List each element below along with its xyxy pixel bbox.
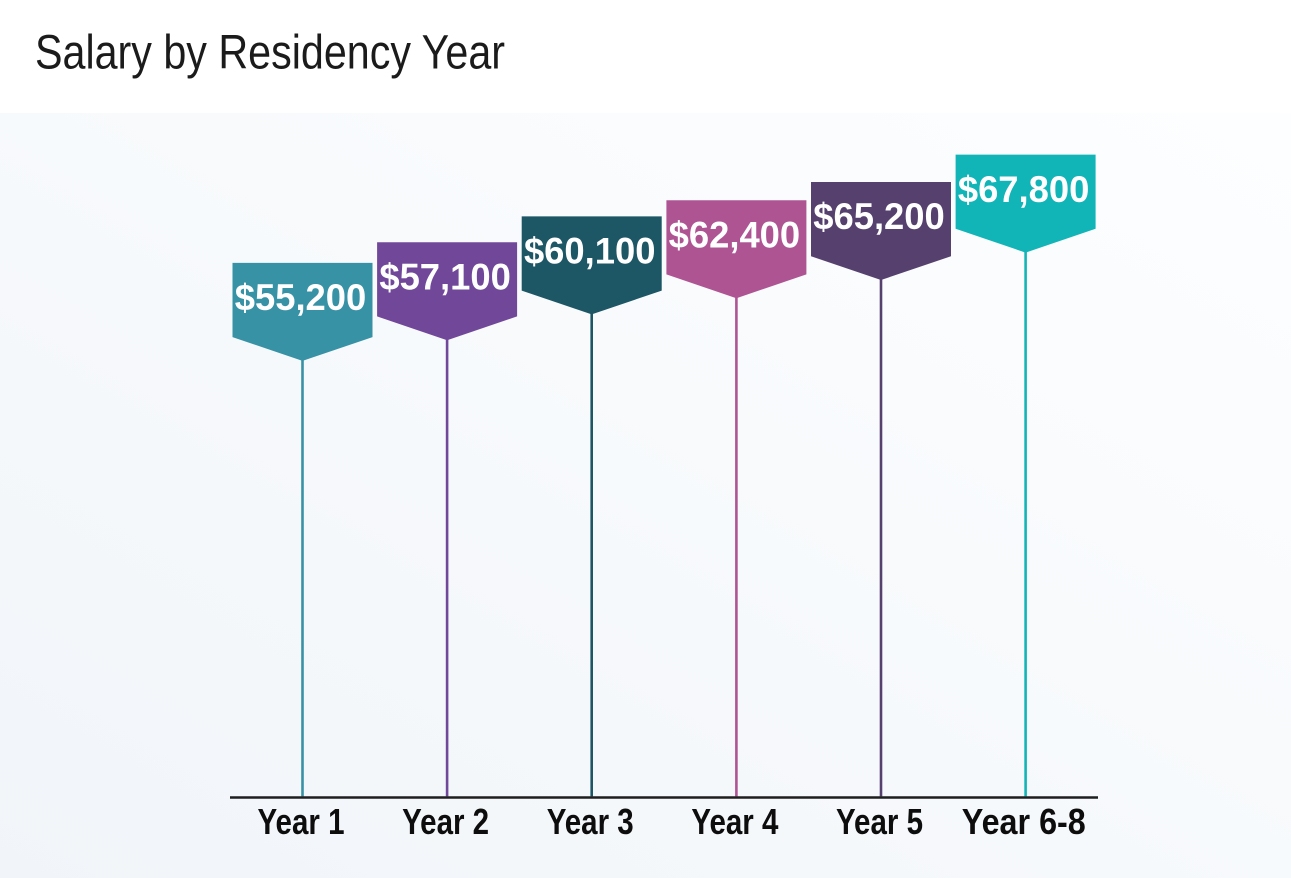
svg-text:Year 3: Year 3 [547,801,634,842]
svg-text:Year 6-8: Year 6-8 [962,801,1086,842]
svg-text:Year 5: Year 5 [836,801,923,842]
svg-text:Year 4: Year 4 [691,801,778,842]
svg-text:$60,100: $60,100 [524,230,656,272]
svg-text:$62,400: $62,400 [669,213,801,255]
svg-text:Year 1: Year 1 [258,801,345,842]
svg-text:Year 2: Year 2 [402,801,489,842]
svg-text:$67,800: $67,800 [958,168,1090,210]
svg-text:Salary by Residency Year: Salary by Residency Year [35,26,505,79]
svg-text:$57,100: $57,100 [379,255,511,297]
svg-text:$65,200: $65,200 [813,195,945,237]
svg-text:$55,200: $55,200 [235,276,367,318]
